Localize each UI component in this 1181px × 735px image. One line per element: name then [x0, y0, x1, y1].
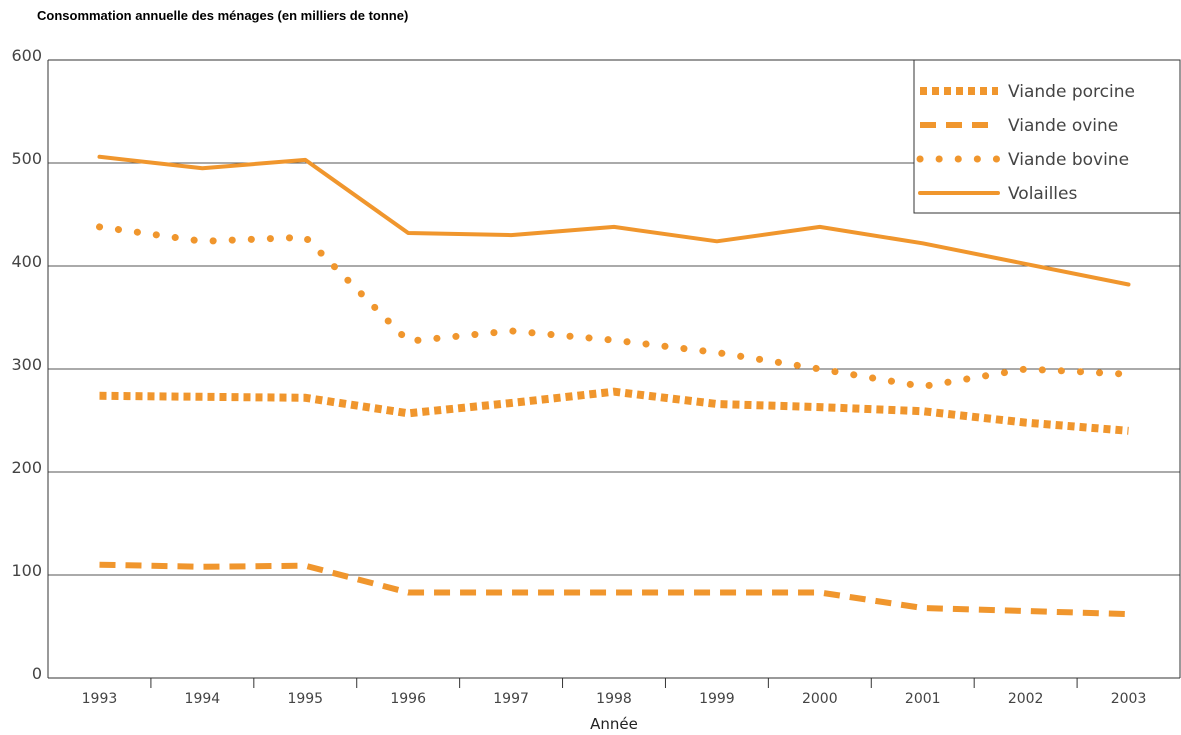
- x-tick-label: 2003: [1111, 691, 1147, 707]
- y-tick-label: 100: [11, 561, 42, 580]
- x-tick-label: 1996: [390, 691, 426, 707]
- y-tick-label: 300: [11, 355, 42, 374]
- y-tick-label: 400: [11, 252, 42, 271]
- y-tick-label: 500: [11, 149, 42, 168]
- chart-title: Consommation annuelle des ménages (en mi…: [37, 8, 409, 23]
- series-line: [99, 561, 1129, 618]
- y-tick-label: 0: [32, 664, 42, 683]
- x-tick-label: 1998: [596, 691, 632, 707]
- x-tick-label: 1999: [699, 691, 735, 707]
- legend-label: Viande bovine: [1008, 150, 1129, 170]
- x-tick-label: 1997: [493, 691, 529, 707]
- axes: 0 100 200 300 400 500 600 1993 1994 1995 1996 1997 1…: [11, 46, 1181, 707]
- x-tick-label: 2002: [1008, 691, 1044, 707]
- x-tick-label: 1993: [82, 691, 118, 707]
- y-tick-label: 600: [11, 46, 42, 65]
- x-tick-label: 2001: [905, 691, 941, 707]
- x-tick-label: 1994: [185, 691, 221, 707]
- series-line: [97, 154, 1131, 287]
- legend: Viande porcine Viande ovine Viande bovine V…: [913, 59, 1181, 214]
- legend-label: Viande ovine: [1008, 116, 1118, 136]
- legend-label: Viande porcine: [1008, 82, 1135, 102]
- x-tick-label: 1995: [287, 691, 323, 707]
- legend-box: [913, 59, 1181, 214]
- x-axis-label: Année: [590, 715, 638, 733]
- x-tick-label: 2000: [802, 691, 838, 707]
- y-tick-label: 200: [11, 458, 42, 477]
- series-line: [99, 387, 1129, 435]
- series-line: [96, 223, 1132, 391]
- legend-label: Volailles: [1008, 184, 1077, 204]
- series-lines: [96, 154, 1132, 618]
